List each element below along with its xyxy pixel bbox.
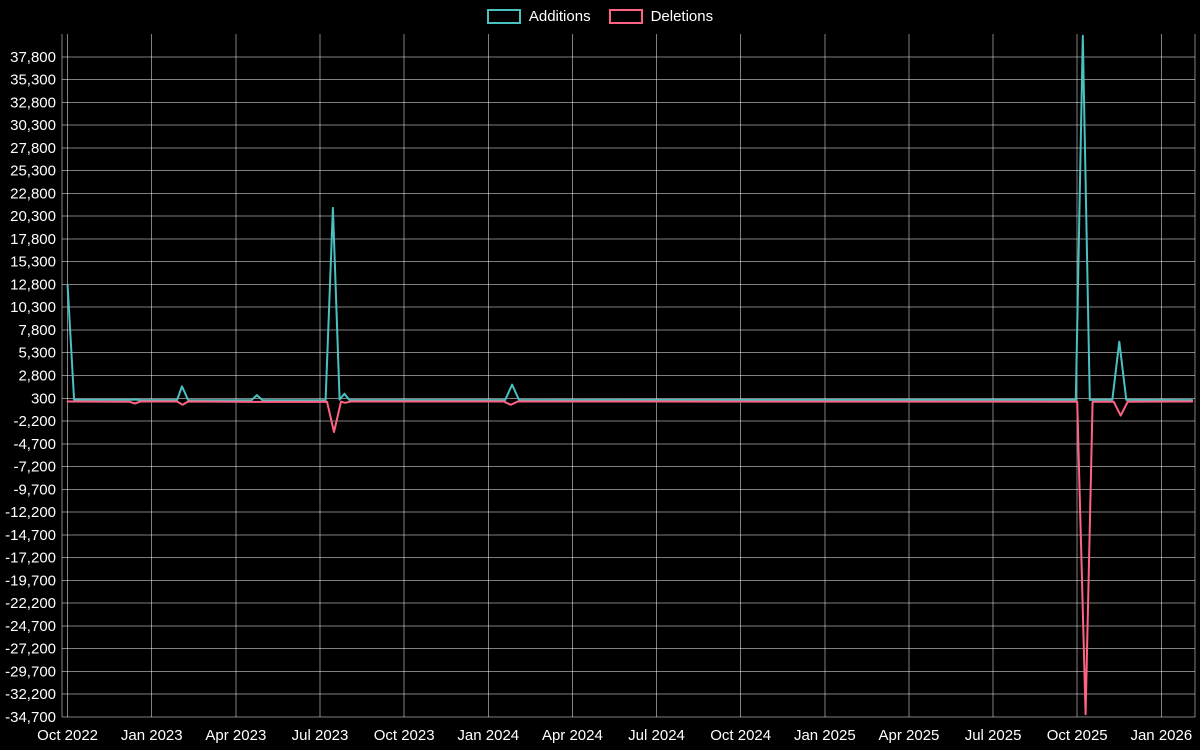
- y-axis-tick-label: 20,300: [10, 208, 56, 225]
- deletions-line: [66, 400, 1194, 716]
- y-axis-tick-label: -12,200: [5, 504, 56, 521]
- y-axis-tick-label: -22,200: [5, 595, 56, 612]
- legend-label-deletions: Deletions: [650, 8, 714, 25]
- x-axis-tick-label: Jul 2025: [965, 727, 1022, 744]
- y-axis-tick-label: 7,800: [18, 322, 56, 339]
- y-axis-tick-label: -24,700: [5, 618, 56, 635]
- y-axis-tick-label: 32,800: [10, 94, 56, 111]
- y-axis-tick-label: -34,700: [5, 709, 56, 726]
- y-axis-tick-label: 2,800: [18, 368, 56, 385]
- y-axis-tick-label: -2,200: [13, 413, 56, 430]
- x-axis-tick-label: Apr 2025: [879, 727, 940, 744]
- x-axis-tick-label: Oct 2025: [1047, 727, 1108, 744]
- y-axis-tick-label: 25,300: [10, 163, 56, 180]
- x-axis-tick-label: Oct 2023: [374, 727, 435, 744]
- y-axis-tick-label: 35,300: [10, 72, 56, 89]
- y-axis-tick-label: 17,800: [10, 231, 56, 248]
- y-axis-tick-label: -19,700: [5, 572, 56, 589]
- y-axis-tick-label: -9,700: [13, 481, 56, 498]
- x-axis-tick-label: Jan 2023: [121, 727, 183, 744]
- y-axis-tick-label: -29,700: [5, 663, 56, 680]
- y-axis-tick-label: 10,300: [10, 299, 56, 316]
- y-axis-tick-label: -17,200: [5, 550, 56, 567]
- y-axis-tick-label: 15,300: [10, 254, 56, 271]
- deletions-swatch-icon: [608, 9, 643, 24]
- x-axis-tick-label: Apr 2023: [205, 727, 266, 744]
- legend-item-additions[interactable]: Additions: [486, 8, 591, 25]
- y-axis-tick-label: 22,800: [10, 185, 56, 202]
- y-axis-tick-label: -32,200: [5, 686, 56, 703]
- x-axis-tick-label: Jan 2025: [794, 727, 856, 744]
- y-axis-tick-label: -27,200: [5, 641, 56, 658]
- y-axis-tick-label: 300: [31, 390, 56, 407]
- additions-line: [66, 34, 1194, 402]
- x-axis-tick-label: Apr 2024: [542, 727, 603, 744]
- legend-label-additions: Additions: [528, 8, 591, 25]
- y-axis-tick-label: 5,300: [18, 345, 56, 362]
- legend-item-deletions[interactable]: Deletions: [608, 8, 714, 25]
- x-axis-tick-label: Oct 2022: [37, 727, 98, 744]
- y-axis-tick-label: 27,800: [10, 140, 56, 157]
- y-axis-tick-label: 30,300: [10, 117, 56, 134]
- y-axis-tick-label: -4,700: [13, 436, 56, 453]
- x-axis-tick-label: Jul 2023: [292, 727, 349, 744]
- chart-legend: Additions Deletions: [0, 8, 1200, 25]
- x-axis-tick-label: Jul 2024: [628, 727, 685, 744]
- x-axis-tick-label: Jan 2024: [457, 727, 519, 744]
- x-axis-tick-label: Jan 2026: [1130, 727, 1192, 744]
- y-axis-tick-label: 37,800: [10, 49, 56, 66]
- additions-swatch-icon: [486, 9, 521, 24]
- y-axis-tick-label: -7,200: [13, 459, 56, 476]
- y-axis-tick-label: 12,800: [10, 276, 56, 293]
- x-axis-tick-label: Oct 2024: [710, 727, 771, 744]
- y-axis-tick-label: -14,700: [5, 527, 56, 544]
